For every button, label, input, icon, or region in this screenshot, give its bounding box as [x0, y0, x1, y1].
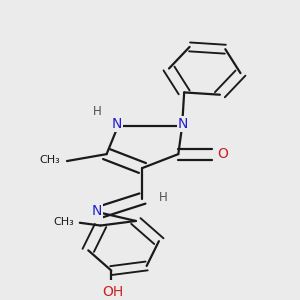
Text: N: N [112, 117, 122, 131]
Text: CH₃: CH₃ [53, 217, 74, 227]
Text: O: O [218, 147, 228, 160]
Text: H: H [159, 191, 168, 204]
Text: CH₃: CH₃ [39, 155, 60, 165]
Text: OH: OH [102, 285, 123, 299]
Text: H: H [93, 105, 101, 119]
Text: N: N [92, 204, 102, 218]
Text: N: N [178, 117, 188, 131]
